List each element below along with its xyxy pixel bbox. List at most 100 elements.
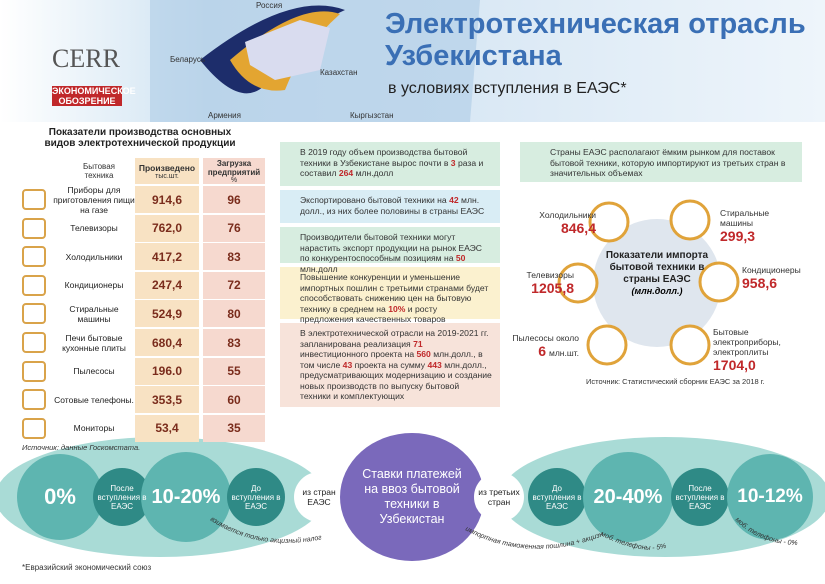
fact-box: Производители бытовой техники могут нара…	[280, 227, 500, 274]
row-item: Телевизоры	[70, 223, 118, 234]
circle	[294, 472, 344, 522]
box-bg	[280, 142, 500, 186]
rate: 10-12%	[737, 486, 803, 507]
table-header: Произведено тыс.шт.	[135, 158, 199, 184]
circle	[583, 452, 673, 542]
import-value: 846,4	[560, 220, 596, 236]
logo-review: ЭКОНОМИЧЕСКОЕ ОБОЗРЕНИЕ	[52, 86, 136, 106]
table-row: Стиральные машины 524,9 80	[18, 300, 266, 328]
row-load: 83	[203, 329, 265, 356]
row-load: 80	[203, 300, 265, 328]
row-produced: 247,4	[135, 271, 199, 299]
table-row: Телевизоры 762,0 76	[18, 214, 266, 242]
table-title: Показатели производства основных видов э…	[44, 127, 236, 149]
row-icon	[22, 217, 46, 239]
fact-box: В 2019 году объем производства бытовой т…	[280, 142, 500, 186]
map-labels: Россия Беларусь Казахстан Армения Кыргыз…	[170, 1, 394, 120]
text: млн.долл., предусматривающих модернизаци…	[300, 359, 492, 402]
row-load: 55	[203, 357, 265, 385]
text: млн. долл., из них более половины в стра…	[300, 195, 485, 216]
row-produced: 53,4	[135, 414, 199, 442]
table-row: Печи бытовые кухонные плиты 680,4 83	[18, 329, 266, 356]
row-icon	[22, 246, 46, 268]
import-label: Бытовые электроприборы, электроплиты	[713, 327, 781, 357]
rate: 0%	[44, 484, 76, 509]
row-icon	[22, 360, 46, 382]
import-item: Кондиционеры 958,6	[742, 265, 825, 293]
fact-box: Повышение конкуренции и уменьшение импор…	[280, 267, 500, 324]
header-unit: %	[230, 176, 238, 184]
import-item: Телевизоры 1205,8	[490, 270, 574, 298]
source: Источник: Статистический сборник ЕАЭС за…	[586, 377, 765, 386]
source: Источник: данные Госкомстата.	[22, 443, 141, 452]
text: проекта на сумму	[352, 359, 428, 370]
import-label: Стиральные машины	[720, 208, 770, 228]
import-item: Холодильники 846,4	[512, 210, 596, 238]
import-value: 1205,8	[531, 280, 574, 296]
row-item: Кондиционеры	[64, 280, 124, 291]
row-load: 72	[203, 271, 265, 299]
import-intro: Страны ЕАЭС располагают ёмким рынком для…	[550, 147, 786, 178]
table-row: Пылесосы 196.0 55	[18, 357, 266, 385]
row-icon	[22, 303, 46, 325]
rate-label: После вступления в ЕАЭС	[675, 483, 725, 511]
import-label: Кондиционеры	[742, 265, 801, 275]
table-header: Загрузка предприятий%	[203, 158, 265, 184]
highlight: 3	[450, 157, 456, 168]
row-produced: 762,0	[135, 214, 199, 242]
logo-line: ОБОЗРЕНИЕ	[58, 96, 116, 106]
table-row: Приборы для приготовления пищи на газе 91…	[18, 185, 266, 215]
row-load: 83	[203, 243, 265, 271]
row-load: 76	[203, 214, 265, 242]
box-bg	[280, 323, 500, 407]
text: В 2019 году объем производства бытовой т…	[300, 147, 468, 168]
import-item: Пылесосы около 6 млн.шт.	[495, 333, 579, 361]
highlight: 264	[338, 168, 354, 178]
text: млн.долл	[353, 168, 394, 178]
highlight: 42	[449, 195, 459, 205]
row-produced: 680,4	[135, 329, 199, 356]
text: млн.долл	[300, 263, 338, 274]
rate-label: До вступления в ЕАЭС	[532, 483, 582, 511]
import-icons	[557, 199, 740, 366]
row-item: Холодильники	[65, 251, 123, 262]
row-produced: 914,6	[135, 186, 199, 213]
title-line: Узбекистана	[385, 40, 562, 72]
row-item: Стиральные машины	[69, 303, 119, 324]
box-bg	[280, 227, 500, 263]
rate-label: После вступления в ЕАЭС	[97, 483, 147, 511]
import-value: 6	[538, 343, 546, 359]
import-label: Холодильники	[539, 210, 596, 220]
rate-label: До вступления в ЕАЭС	[231, 483, 281, 511]
title-line: Электротехническая отрасль	[385, 8, 806, 40]
import-label: Пылесосы около	[512, 333, 579, 343]
circle	[17, 454, 103, 540]
rate-label: из третьих стран	[478, 487, 520, 507]
import-item: Бытовые электроприборы, электроплиты 1704…	[713, 327, 797, 375]
row-icon	[22, 274, 46, 296]
text: раза и составил	[300, 157, 484, 179]
box-bg	[280, 190, 500, 223]
footnote: *Евразийский экономический союз	[22, 563, 152, 572]
map-label: Беларусь	[170, 55, 205, 64]
title: Электротехническая отрасль Узбекистана	[385, 8, 806, 72]
circle	[227, 468, 285, 526]
emblem-map	[245, 20, 330, 80]
import-value: 958,6	[742, 275, 778, 291]
text: В электротехнической отрасли на 2019-202…	[300, 328, 489, 349]
highlight: 50	[455, 253, 466, 263]
highlight: 71	[413, 338, 423, 349]
row-produced: 353,5	[135, 386, 199, 414]
row-load: 35	[203, 414, 265, 442]
header-text: Произведено	[138, 162, 196, 173]
row-icon	[22, 417, 46, 439]
import-unit: млн.шт.	[549, 348, 579, 358]
subtitle: в условиях вступления в ЕАЭС*	[388, 80, 627, 97]
circle	[727, 454, 813, 540]
table-row: Холодильники 417,2 83	[18, 243, 266, 271]
map-label: Кыргызстан	[350, 111, 394, 120]
row-icon	[22, 189, 46, 210]
circle	[141, 452, 231, 542]
